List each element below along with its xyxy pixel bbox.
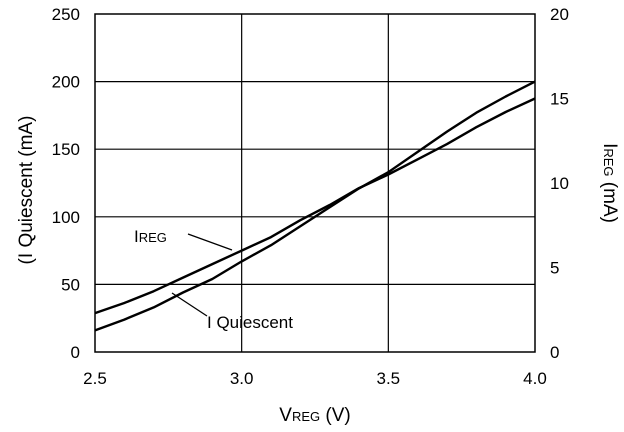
series-line xyxy=(94,97,536,315)
y-left-tick-label: 250 xyxy=(52,5,80,24)
x-tick-label: 2.5 xyxy=(83,369,107,388)
annotation-leader xyxy=(171,292,208,317)
annotation-leader xyxy=(187,233,233,251)
y-right-tick-label: 5 xyxy=(550,259,559,278)
annotation-label: I Quiescent xyxy=(207,313,293,332)
x-tick-label: 4.0 xyxy=(523,369,547,388)
y-axis-right-title-main: I xyxy=(599,143,620,148)
x-axis-title: VREG (V) xyxy=(279,405,350,426)
plot-frame xyxy=(94,13,536,353)
annotation-label: IREG xyxy=(134,227,167,246)
y-left-tick-label: 200 xyxy=(52,73,80,92)
y-right-tick-label: 15 xyxy=(550,90,569,109)
x-tick-label: 3.0 xyxy=(230,369,254,388)
y-right-tick-label: 0 xyxy=(550,343,559,362)
x-tick-label: 3.5 xyxy=(377,369,401,388)
grid xyxy=(95,14,535,352)
y-axis-left-title: (I Quiescent (mA) xyxy=(16,116,37,265)
x-axis-title-main: V xyxy=(279,405,292,426)
y-axis-right-title: IREG (mA) xyxy=(599,143,620,223)
y-right-tick-label: 10 xyxy=(550,174,569,193)
y-left-tick-label: 150 xyxy=(52,140,80,159)
annotations: IREG I Quiescent xyxy=(134,227,293,332)
x-axis-title-sub: REG xyxy=(292,409,320,424)
y-left-tick-label: 0 xyxy=(71,343,80,362)
y-right-tick-label: 20 xyxy=(550,5,569,24)
series-line xyxy=(94,80,536,332)
y-axis-right-title-sub: REG xyxy=(601,148,616,176)
y-left-tick-label: 100 xyxy=(52,208,80,227)
series-layer xyxy=(94,80,536,332)
y-left-tick-label: 50 xyxy=(61,275,80,294)
x-axis-title-suffix: (V) xyxy=(320,405,351,426)
y-axis-right-title-suffix: (mA) xyxy=(599,177,620,223)
